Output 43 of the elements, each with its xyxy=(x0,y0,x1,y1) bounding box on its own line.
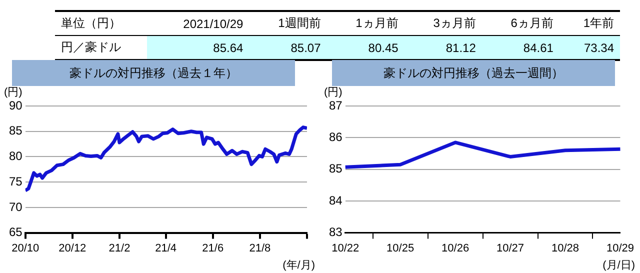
x-tick-label: 20/12 xyxy=(58,242,86,254)
x-tick-label: 10/28 xyxy=(551,242,580,254)
x-tick-label: 10/27 xyxy=(496,242,524,254)
text: 単位（円） xyxy=(60,15,122,32)
x-tick-label: 10/29 xyxy=(606,242,634,254)
y-tick-label: 85 xyxy=(328,162,343,176)
y-tick-label: 70 xyxy=(8,200,23,214)
x-tick-label: 20/10 xyxy=(12,242,40,254)
y-tick-label: 85 xyxy=(8,124,23,138)
y-tick-label: 75 xyxy=(8,174,23,188)
category-label: 6ヵ月前 xyxy=(510,15,554,32)
category-label: 1年前 xyxy=(582,15,615,32)
y-tick-label: 65 xyxy=(8,225,23,240)
category-label: 2021/10/29 xyxy=(182,16,244,32)
data-label: 84.61 xyxy=(482,36,560,60)
x-tick-label: 10/22 xyxy=(332,242,360,254)
text: 円／豪ドル xyxy=(60,39,122,56)
x-axis-title: (年/月) xyxy=(282,260,315,272)
y-axis-title: (円) xyxy=(324,86,342,99)
x-tick-label: 21/6 xyxy=(202,242,224,254)
y-tick-label: 84 xyxy=(328,193,343,208)
x-tick-label: 10/26 xyxy=(442,242,470,254)
data-label: 73.34 xyxy=(559,36,620,60)
y-axis-title: (円) xyxy=(4,86,22,99)
x-tick-label: 10/25 xyxy=(386,242,414,254)
chart-title: 豪ドルの対円推移（過去１年） xyxy=(12,60,295,86)
category-label: 1ヵ月前 xyxy=(354,15,400,32)
category-label: 1週間前 xyxy=(277,15,322,32)
data-label: 85.07 xyxy=(249,36,327,60)
x-tick-label: 21/4 xyxy=(155,242,176,254)
data-label: 81.12 xyxy=(404,36,482,60)
data-label: 80.45 xyxy=(326,36,404,60)
y-tick-label: 80 xyxy=(8,149,23,164)
category-label: 3ヵ月前 xyxy=(432,15,477,32)
y-tick-label: 87 xyxy=(328,98,343,112)
y-tick-label: 86 xyxy=(328,130,343,144)
data-label: 85.64 xyxy=(147,36,250,60)
x-tick-label: 21/2 xyxy=(108,242,130,254)
x-axis-title: (月/日) xyxy=(602,260,635,272)
x-tick-label: 21/8 xyxy=(249,242,271,254)
chart-title: 豪ドルの対円推移（過去一週間） xyxy=(332,60,615,86)
y-tick-label: 90 xyxy=(8,98,23,112)
y-tick-label: 83 xyxy=(328,225,343,240)
